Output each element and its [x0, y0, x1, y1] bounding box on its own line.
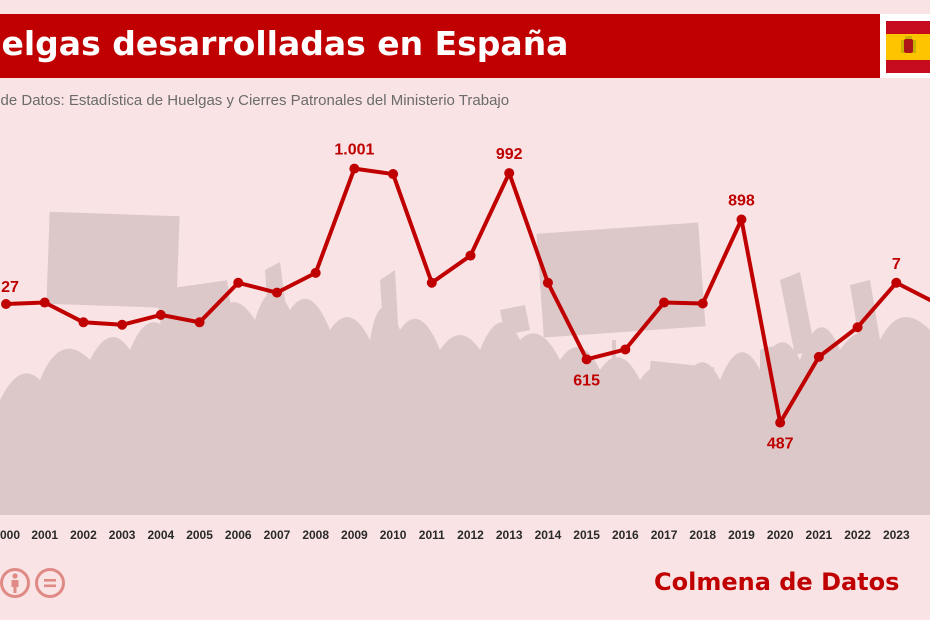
x-tick-label: 2021 [806, 528, 833, 542]
x-tick-label: 2013 [496, 528, 523, 542]
x-tick-label: 2020 [767, 528, 794, 542]
data-point [194, 317, 205, 328]
data-label: 615 [573, 372, 600, 389]
data-point [852, 322, 863, 333]
data-point [388, 169, 399, 180]
data-point [697, 298, 708, 309]
x-tick-label: 2009 [341, 528, 368, 542]
source-subtitle: e de Datos: Estadística de Huelgas y Cie… [0, 92, 510, 109]
data-label-layer: 27 1.001 992 615 898 487 7 [1, 142, 901, 453]
x-tick-label: 2014 [535, 528, 562, 542]
x-tick-label: 2001 [31, 528, 58, 542]
x-tick-label: 2006 [225, 528, 252, 542]
x-tick-label: 2015 [573, 528, 600, 542]
data-point [39, 297, 50, 308]
x-tick-label: 2004 [147, 528, 174, 542]
series-layer [1, 163, 930, 428]
data-point [271, 287, 282, 298]
x-tick-label: 2016 [612, 528, 639, 542]
data-point [465, 250, 476, 261]
person-icon [0, 568, 30, 598]
title-bar [0, 14, 880, 78]
x-tick-label: 2022 [844, 528, 871, 542]
data-point [117, 319, 128, 330]
data-point [581, 354, 592, 365]
x-tick-label: 2010 [380, 528, 407, 542]
data-point [620, 344, 631, 355]
data-point [310, 267, 321, 278]
brand-logo-text: Colmena de Datos [654, 568, 900, 596]
data-label: 992 [496, 146, 523, 163]
data-label: 487 [767, 436, 794, 453]
x-tick-label: 000 [0, 528, 20, 542]
data-point [78, 317, 89, 328]
data-point [542, 277, 553, 288]
data-point [736, 214, 747, 225]
x-tick-label: 2018 [689, 528, 716, 542]
x-tick-label: 2019 [728, 528, 755, 542]
data-point [891, 277, 902, 288]
equals-icon [35, 568, 65, 598]
x-tick-label: 2023 [883, 528, 910, 542]
x-tick-label: 2008 [302, 528, 329, 542]
x-tick-label: 2003 [109, 528, 136, 542]
data-label: 7 [892, 256, 901, 273]
data-label: 27 [1, 279, 19, 296]
x-tick-label: 2005 [186, 528, 213, 542]
data-point [426, 277, 437, 288]
data-point [775, 417, 786, 428]
data-point [813, 351, 824, 362]
series-line [5, 166, 930, 425]
data-point [504, 168, 515, 179]
data-point [349, 163, 360, 174]
x-axis-ticks: 000 2001 2002 2003 2004 2005 2006 2007 2008 2009 2… [0, 528, 910, 542]
x-tick-label: 2017 [651, 528, 678, 542]
data-label: 898 [728, 193, 755, 210]
data-point [659, 297, 670, 308]
data-label: 1.001 [334, 142, 374, 159]
data-point [233, 277, 244, 288]
spain-flag-icon [886, 21, 930, 73]
x-tick-label: 2007 [264, 528, 291, 542]
data-point [155, 309, 166, 320]
x-tick-label: 2012 [457, 528, 484, 542]
page-title: uelgas desarrolladas en España [0, 24, 569, 63]
x-tick-label: 2002 [70, 528, 97, 542]
data-point [1, 299, 11, 310]
x-tick-label: 2011 [419, 528, 445, 542]
